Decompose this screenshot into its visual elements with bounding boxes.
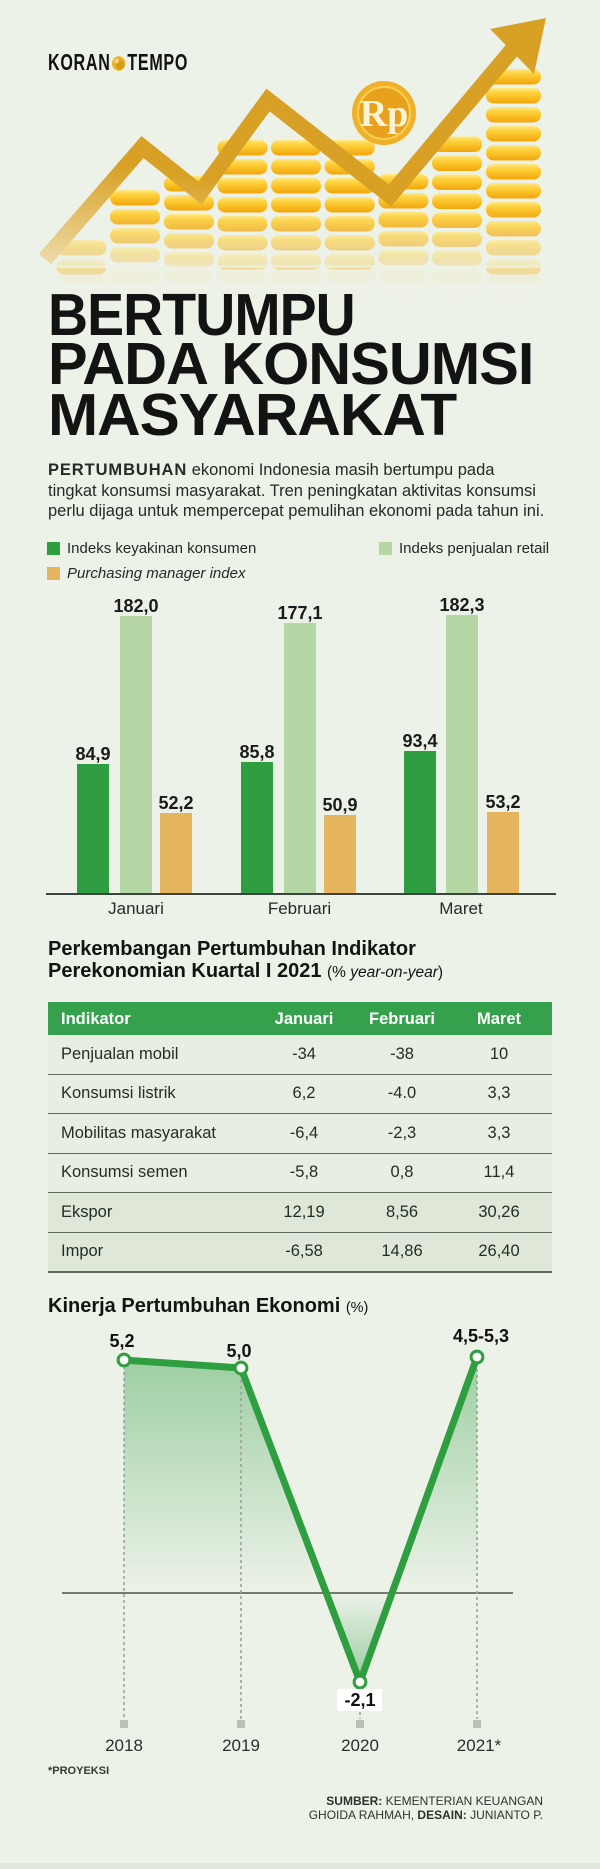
svg-text:Rp: Rp xyxy=(360,93,409,135)
